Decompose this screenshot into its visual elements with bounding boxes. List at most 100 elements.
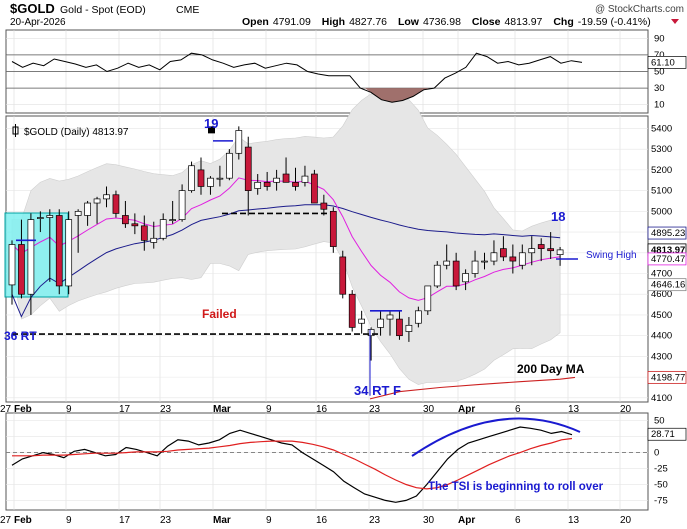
candle-body [481,260,488,263]
x-tick-label: Apr [458,404,475,415]
candle-body [292,181,299,187]
x-tick-label: 17 [119,515,131,526]
price-tick-label: 5100 [651,186,672,197]
candle-body [424,285,432,312]
x-tick-label: 27 [0,404,12,415]
price-value-tag [647,278,687,292]
candle-body [509,256,517,262]
tsi-value-tag [647,427,687,441]
price-value-label: 4198.77 [651,372,685,383]
x-tick-label: 16 [316,404,328,415]
x-tick-label: Mar [213,515,231,526]
candle-body [396,318,403,337]
candle-body [254,181,262,189]
price-value-tag [647,226,687,240]
x-tick-label: Apr [458,515,475,526]
price-value-label: 4813.97 [651,245,685,256]
candle-body [433,264,441,287]
x-tick-label: 9 [66,515,72,526]
candle-body [103,194,110,200]
x-tick-label: 6 [515,515,521,526]
candle-body [36,217,44,219]
x-tick-label: 30 [423,515,435,526]
candle-body [235,130,243,154]
candle-body [93,198,101,204]
candle-body [339,256,347,295]
price-tick-label: 4400 [651,331,672,342]
candle-body [169,219,176,221]
count-18-label: 18 [551,209,565,224]
candle-body [537,244,545,249]
x-tick-label: 13 [568,404,580,415]
x-tick-label: 23 [160,404,172,415]
description-text: Gold - Spot (EOD) [60,4,146,16]
x-tick-label: 9 [66,404,72,415]
candle-body [301,175,309,183]
candle-body [8,244,16,286]
candle-body [367,329,375,337]
price-tick-label: 4600 [651,289,672,300]
candle-body [405,324,413,332]
candle-body [348,293,356,328]
x-tick-label: 16 [316,515,328,526]
price-tick-label: 4700 [651,269,672,280]
candle-body [27,219,35,295]
price-value-label: 4646.16 [651,280,685,291]
price-tick-label: 4100 [651,393,672,404]
candle-body [320,202,328,210]
price-tick-label: 5400 [651,123,672,134]
tsi-signal-line [12,437,573,490]
candle-body [131,223,139,227]
x-tick-label: 6 [515,404,521,415]
candle-body [358,318,365,324]
candle-body [178,190,186,220]
candle-body [74,210,82,216]
candle-body [282,173,290,183]
rsi-tick-label: 50 [654,67,665,78]
candle-body [46,215,54,218]
candle-body [528,248,536,254]
candle-body [490,252,498,262]
candle-body [140,225,148,241]
copyright-text: @ StockCharts.com [595,4,684,15]
candle-body [556,249,564,255]
rsi-tick-label: 10 [654,100,665,111]
x-tick-label: 23 [369,515,381,526]
sma-line [11,204,561,318]
candle-body [443,260,451,266]
x-tick-label: 20 [620,515,632,526]
candle-body [55,215,63,287]
candle-body [273,177,280,183]
candle-body [500,248,507,258]
rollover-arc [411,417,581,457]
swing-high-label: Swing High [586,250,637,261]
tsi-line [11,426,573,503]
candle-body [471,260,479,274]
candle-body [377,318,384,328]
tsi-tick-label: -75 [654,495,668,506]
candle-body [462,273,469,283]
x-tick-label: Feb [14,515,32,526]
x-tick-label: 27 [0,515,12,526]
marker-square [208,126,215,134]
date-text: 20-Apr-2026 [10,17,66,28]
tsi-tick-label: 0 [654,448,659,459]
price-legend: $GOLD (Daily) 4813.97 [12,124,129,138]
tsi-tick-label: -50 [654,479,668,490]
tsi-tick-label: -25 [654,464,668,475]
price-value-tag [647,252,687,266]
candle-body [386,314,394,320]
x-tick-label: 23 [160,515,172,526]
candle-body [329,210,337,247]
bollinger-band [11,93,561,385]
candle-body [122,215,129,225]
price-value-tag [647,370,687,384]
tsi-panel [5,412,649,511]
rt-36-label: 36 RT [4,329,37,343]
price-tick-label: 4500 [651,310,672,321]
rsi-tick-label: 30 [654,83,665,94]
ma200-label: 200 Day MA [517,362,585,376]
price-legend-label: $GOLD (Daily) 4813.97 [24,127,129,138]
candle-body [226,152,233,179]
